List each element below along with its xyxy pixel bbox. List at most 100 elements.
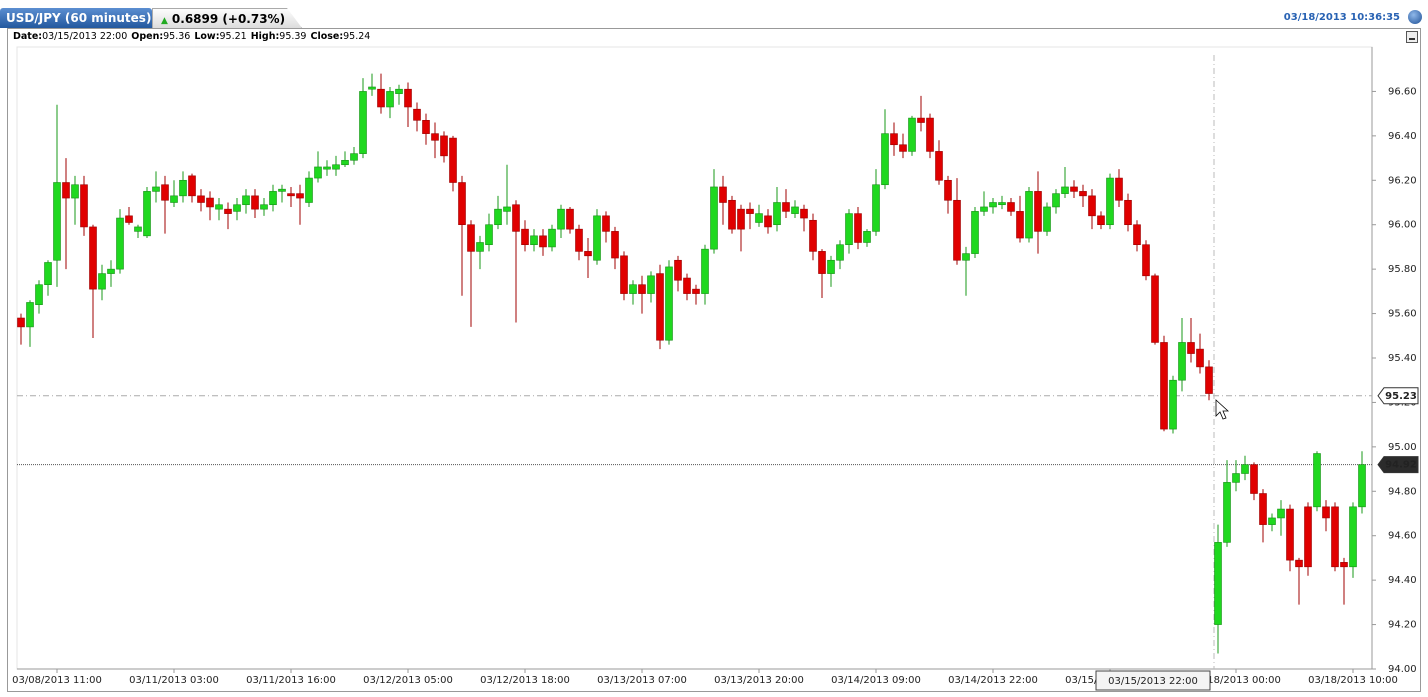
candle-body <box>1178 342 1186 381</box>
candle-body <box>890 133 898 146</box>
candle-body <box>800 208 808 219</box>
candle-body <box>458 182 466 226</box>
info-bar: Date:03/15/2013 22:00 Open:95.36 Low:95.21… <box>13 31 374 42</box>
candle-body <box>539 235 547 248</box>
candle-body <box>1169 379 1177 430</box>
x-tick-label: 03/14/2013 22:00 <box>948 675 1038 686</box>
candle-body <box>179 179 187 197</box>
x-tick-label: 03/12/2013 18:00 <box>480 675 570 686</box>
candle-body <box>440 135 448 157</box>
y-tick-label: 96.20 <box>1388 175 1417 186</box>
candle-body <box>1268 517 1276 525</box>
x-tick-label: 03/08/2013 11:00 <box>12 675 102 686</box>
candle-body <box>557 208 565 230</box>
candle-body <box>1241 464 1249 474</box>
candle-body <box>377 88 385 108</box>
globe-icon[interactable] <box>1408 10 1422 24</box>
info-value: 95.36 <box>163 31 191 42</box>
candle-body <box>62 182 70 199</box>
candle-body <box>476 242 484 252</box>
candle-body <box>1115 177 1123 201</box>
candle-body <box>728 199 736 230</box>
candle-body <box>1088 195 1096 217</box>
candle-body <box>89 226 97 290</box>
candle-body <box>1358 464 1366 508</box>
candle-body <box>1151 275 1159 343</box>
candle-body <box>35 284 43 305</box>
candle-body <box>17 317 25 328</box>
cursor <box>1215 399 1230 420</box>
candle-body <box>260 204 268 210</box>
candle-body <box>1106 177 1114 226</box>
info-label: Open: <box>131 31 164 42</box>
candle-body <box>341 159 349 166</box>
candle-body <box>116 217 124 270</box>
candle-body <box>80 184 88 228</box>
info-value: 03/15/2013 22:00 <box>42 31 128 42</box>
candle-body <box>845 213 853 246</box>
candle-body <box>611 231 619 259</box>
minimize-button[interactable] <box>1406 31 1418 43</box>
candle-body <box>953 199 961 261</box>
timestamp: 03/18/2013 10:36:35 <box>1283 12 1400 23</box>
y-tick-label: 96.40 <box>1388 131 1417 142</box>
chart-frame <box>7 28 1421 692</box>
candle-body <box>944 179 952 201</box>
candle-body <box>638 284 646 294</box>
candle-body <box>26 302 34 328</box>
candle-body <box>656 273 664 341</box>
change: 0.6899 (+0.73%) <box>171 12 286 26</box>
candle-body <box>584 251 592 257</box>
candle-body <box>575 228 583 252</box>
candle-body <box>719 186 727 203</box>
candle-body <box>1322 506 1330 519</box>
candle-body <box>746 208 754 214</box>
candle-body <box>98 273 106 290</box>
candle-body <box>1079 191 1087 197</box>
candle-body <box>359 91 367 154</box>
y-tick-label: 94.80 <box>1388 486 1417 497</box>
candle-body <box>1286 508 1294 561</box>
symbol-tab[interactable]: USD/JPY (60 minutes) <box>0 8 152 28</box>
candle-body <box>971 211 979 254</box>
candle-body <box>827 259 835 274</box>
info-value: 95.39 <box>279 31 307 42</box>
candle-body <box>368 86 376 90</box>
candle-body <box>566 208 574 230</box>
candle-body <box>737 208 745 230</box>
candle-body <box>602 215 610 232</box>
candle-body <box>1313 453 1321 508</box>
candle-body <box>134 226 142 232</box>
candle-body <box>701 248 709 294</box>
candle-body <box>782 202 790 212</box>
candle-body <box>809 219 817 252</box>
candle-body <box>1034 191 1042 232</box>
candle-body <box>899 144 907 152</box>
candle-body <box>161 184 169 201</box>
candle-body <box>818 251 826 274</box>
candle-body <box>1097 215 1105 226</box>
y-tick-label: 95.40 <box>1388 353 1417 364</box>
candle-body <box>620 255 628 294</box>
candle-body <box>854 213 862 243</box>
x-tick-label: 03/13/2013 20:00 <box>714 675 804 686</box>
candle-body <box>683 277 691 294</box>
candle-body <box>1250 464 1258 494</box>
y-tick-label: 94.00 <box>1388 664 1417 675</box>
candle-body <box>467 224 475 252</box>
candle-body <box>674 259 682 281</box>
y-tick-label: 94.60 <box>1388 531 1417 542</box>
candle-body <box>197 195 205 203</box>
candle-body <box>413 108 421 121</box>
candle-body <box>998 202 1006 206</box>
candle-body <box>962 253 970 261</box>
candle-body <box>1232 473 1240 483</box>
candle-body <box>1214 542 1222 625</box>
info-label: Date: <box>13 31 43 42</box>
candle-body <box>1061 186 1069 194</box>
candle-body <box>71 184 79 199</box>
candle-body <box>332 164 340 170</box>
last-price-label: 94.92 <box>1385 460 1417 471</box>
crosshair-date-label: 03/15/2013 22:00 <box>1108 676 1198 687</box>
